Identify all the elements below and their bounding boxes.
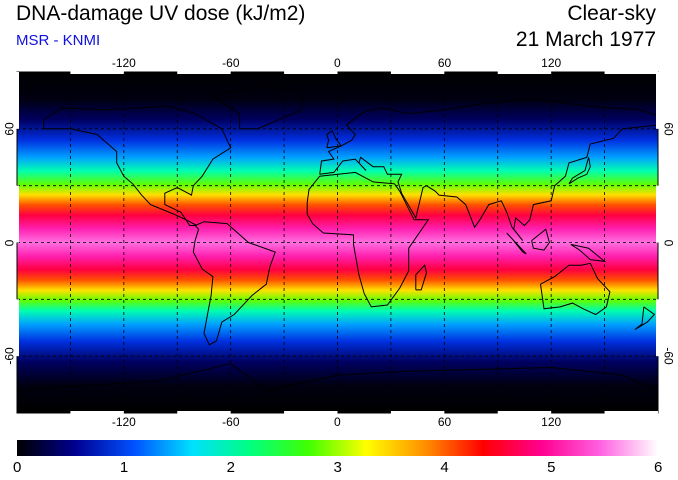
lon-tick-label-top: -120	[111, 56, 136, 70]
frame-segment	[284, 411, 338, 414]
lat-tick-label-left: -60	[2, 347, 17, 365]
lon-tick-label-top: 0	[334, 56, 341, 70]
frame-segment	[604, 411, 658, 414]
lon-tick-label-bottom: 0	[334, 415, 341, 429]
lon-tick-label-top: 60	[437, 56, 452, 70]
lon-tick-label-bottom: -60	[222, 415, 240, 429]
coastline-segment	[531, 228, 550, 251]
colorbar-label: 6	[654, 459, 663, 476]
coastline-segment	[415, 264, 428, 291]
colorbar-gradient	[17, 440, 658, 456]
lon-tick-label-top: -60	[222, 56, 240, 70]
lat-tick-label-right: -60	[661, 347, 676, 365]
coastline-segment	[319, 97, 659, 241]
coastline-segment	[634, 306, 656, 331]
frame-segment	[656, 299, 659, 357]
colorbar-label: 2	[226, 459, 235, 476]
frame-segment	[390, 71, 445, 74]
frame-segment	[604, 71, 658, 74]
coastline-segment	[568, 157, 591, 185]
colorbar-label: 4	[440, 459, 449, 476]
coastline-segment	[570, 243, 607, 263]
coastline-segment	[192, 221, 276, 346]
frame-segment	[284, 71, 338, 74]
frame-segment	[16, 185, 19, 243]
lon-tick-label-bottom: 120	[541, 415, 562, 429]
lon-tick-label-bottom: -120	[111, 415, 136, 429]
coastline-segment	[506, 232, 527, 255]
frame-segment	[177, 411, 231, 414]
colorbar-label: 0	[13, 459, 22, 476]
lat-tick-label-left: 60	[2, 122, 17, 136]
frame-ticks	[16, 71, 659, 414]
colorbar	[17, 440, 658, 456]
colorbar-label: 5	[547, 459, 556, 476]
map-date: 21 March 1977	[515, 28, 656, 51]
colorbar-label: 3	[333, 459, 342, 476]
frame-segment	[656, 185, 659, 243]
frame-segment	[16, 299, 19, 357]
map-title: DNA-damage UV dose (kJ/m2)	[16, 2, 306, 25]
coastlines	[16, 84, 659, 391]
lon-tick-label-top: 120	[541, 56, 562, 70]
coastline-segment	[326, 129, 342, 149]
frame-segment	[16, 72, 19, 129]
graticule	[17, 72, 658, 413]
frame-segment	[177, 71, 231, 74]
credit-label: MSR - KNMI	[16, 32, 101, 49]
coastline-segment	[306, 171, 430, 308]
frame-segment	[497, 411, 552, 414]
sky-condition: Clear-sky	[567, 2, 656, 25]
uv-dose-map	[16, 71, 659, 414]
lat-tick-label-right: 0	[660, 239, 675, 246]
frame-segment	[390, 411, 445, 414]
colorbar-label: 1	[119, 459, 129, 476]
lat-tick-label-left: 0	[1, 239, 16, 246]
frame-segment	[70, 71, 124, 74]
frame-segment	[70, 411, 124, 414]
frame-segment	[656, 72, 659, 129]
coastline-segment	[540, 262, 611, 316]
coastline-segment	[16, 363, 659, 391]
coastline-segment	[43, 105, 232, 226]
lat-tick-label-right: 60	[661, 122, 676, 136]
lon-tick-label-bottom: 60	[437, 415, 452, 429]
frame-segment	[497, 71, 552, 74]
